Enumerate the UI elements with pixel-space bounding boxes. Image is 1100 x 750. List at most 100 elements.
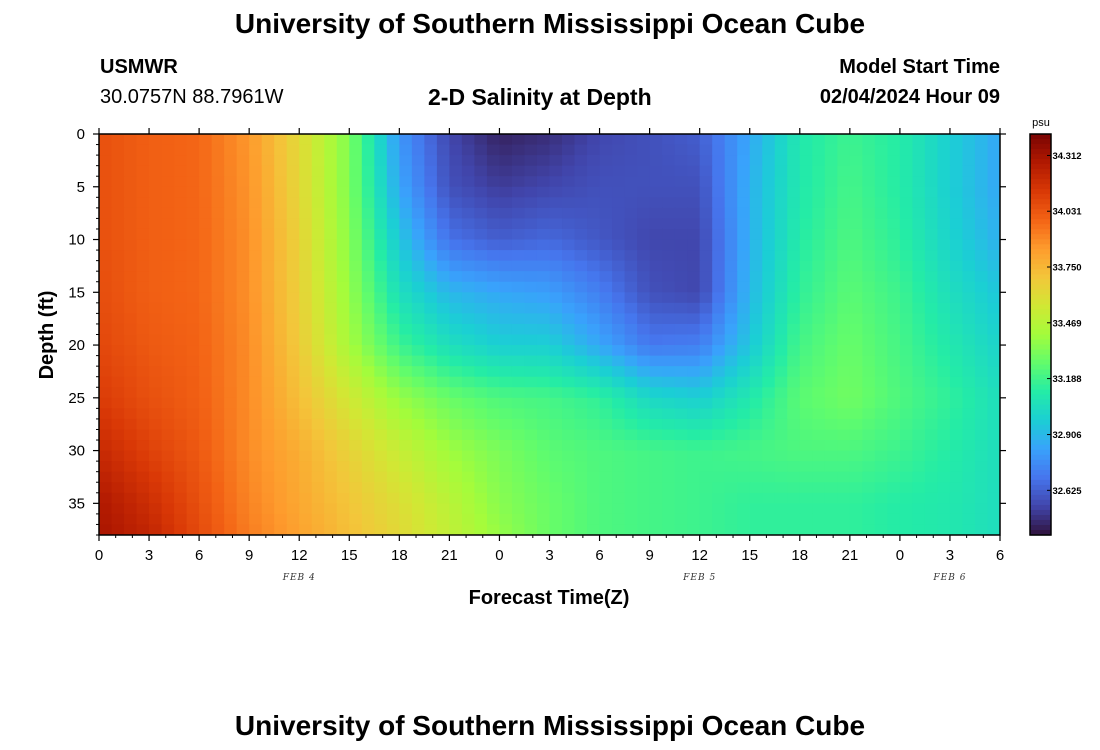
heatmap-cell xyxy=(524,186,538,198)
heatmap-cell xyxy=(311,355,325,367)
heatmap-cell xyxy=(336,440,350,452)
heatmap-cell xyxy=(637,376,651,388)
heatmap-cell xyxy=(874,260,888,272)
heatmap-cell xyxy=(562,450,576,462)
heatmap-cell xyxy=(461,482,476,494)
heatmap-cell xyxy=(374,418,388,431)
heatmap-cell xyxy=(674,271,688,283)
heatmap-cell xyxy=(424,334,438,346)
heatmap-cell xyxy=(361,207,375,220)
heatmap-cell xyxy=(124,239,138,251)
heatmap-cell xyxy=(461,165,476,177)
heatmap-cell xyxy=(787,387,801,399)
heatmap-cell xyxy=(461,524,476,535)
heatmap-cell xyxy=(724,366,738,378)
heatmap-cell xyxy=(737,440,751,452)
heatmap-cell xyxy=(687,271,701,283)
heatmap-cell xyxy=(762,165,776,177)
heatmap-cell xyxy=(199,144,213,156)
heatmap-cell xyxy=(374,366,388,378)
heatmap-cell xyxy=(436,408,450,420)
heatmap-cell xyxy=(687,144,701,156)
heatmap-cell xyxy=(962,218,976,230)
heatmap-cell xyxy=(261,471,275,483)
heatmap-cell xyxy=(499,429,513,441)
colorbar-segment xyxy=(1030,419,1051,426)
heatmap-cell xyxy=(974,207,989,220)
heatmap-cell xyxy=(161,292,175,304)
heatmap-cell xyxy=(261,239,275,251)
heatmap-cell xyxy=(724,144,738,156)
heatmap-cell xyxy=(311,239,325,251)
heatmap-cell xyxy=(787,513,801,526)
heatmap-cell xyxy=(724,461,738,473)
heatmap-cell xyxy=(436,440,450,452)
heatmap-cell xyxy=(987,197,1000,209)
heatmap-cell xyxy=(862,471,876,483)
heatmap-cell xyxy=(224,471,238,483)
heatmap-cell xyxy=(436,492,450,504)
heatmap-cell xyxy=(486,471,501,483)
heatmap-cell xyxy=(399,408,413,420)
heatmap-cell xyxy=(224,482,238,494)
heatmap-cell xyxy=(336,207,350,220)
heatmap-cell xyxy=(311,524,325,535)
heatmap-cell xyxy=(712,397,726,409)
heatmap-cells xyxy=(99,134,1000,535)
heatmap-cell xyxy=(149,418,163,431)
heatmap-cell xyxy=(386,292,400,304)
heatmap-cell xyxy=(774,450,788,462)
heatmap-cell xyxy=(949,334,964,346)
heatmap-cell xyxy=(99,228,113,241)
heatmap-cell xyxy=(862,492,876,504)
heatmap-cell xyxy=(774,271,788,283)
heatmap-cell xyxy=(174,323,188,336)
heatmap-cell xyxy=(261,524,275,535)
heatmap-cell xyxy=(574,429,588,441)
heatmap-cell xyxy=(837,524,851,535)
heatmap-cell xyxy=(536,387,551,399)
heatmap-cell xyxy=(286,450,300,462)
heatmap-cell xyxy=(837,482,851,494)
heatmap-cell xyxy=(174,376,188,388)
heatmap-cell xyxy=(762,281,776,293)
heatmap-cell xyxy=(712,429,726,441)
heatmap-cell xyxy=(662,239,676,251)
heatmap-cell xyxy=(612,281,626,293)
heatmap-cell xyxy=(336,397,350,409)
heatmap-cell xyxy=(149,323,163,336)
heatmap-cell xyxy=(862,334,876,346)
heatmap-cell xyxy=(699,323,713,336)
heatmap-cell xyxy=(461,323,476,336)
heatmap-cell xyxy=(912,418,926,431)
heatmap-cell xyxy=(424,513,438,526)
heatmap-cell xyxy=(849,323,863,336)
heatmap-cell xyxy=(424,387,438,399)
heatmap-cell xyxy=(612,503,626,515)
heatmap-cell xyxy=(737,250,751,262)
heatmap-cell xyxy=(286,461,300,473)
heatmap-cell xyxy=(286,250,300,262)
heatmap-cell xyxy=(774,408,788,420)
heatmap-cell xyxy=(486,134,501,146)
heatmap-cell xyxy=(799,387,813,399)
heatmap-cell xyxy=(887,134,901,146)
heatmap-cell xyxy=(261,345,275,357)
heatmap-cell xyxy=(511,408,526,420)
heatmap-cell xyxy=(749,513,763,526)
heatmap-cell xyxy=(249,292,263,304)
heatmap-cell xyxy=(199,239,213,251)
heatmap-cell xyxy=(899,366,913,378)
heatmap-cell xyxy=(224,461,238,473)
heatmap-cell xyxy=(186,176,200,188)
heatmap-cell xyxy=(186,440,200,452)
heatmap-cell xyxy=(236,429,250,441)
heatmap-cell xyxy=(211,482,225,494)
heatmap-cell xyxy=(224,418,238,431)
heatmap-cell xyxy=(236,144,250,156)
heatmap-cell xyxy=(324,228,338,241)
heatmap-cell xyxy=(161,461,175,473)
heatmap-cell xyxy=(211,461,225,473)
heatmap-cell xyxy=(149,408,163,420)
heatmap-cell xyxy=(311,176,325,188)
